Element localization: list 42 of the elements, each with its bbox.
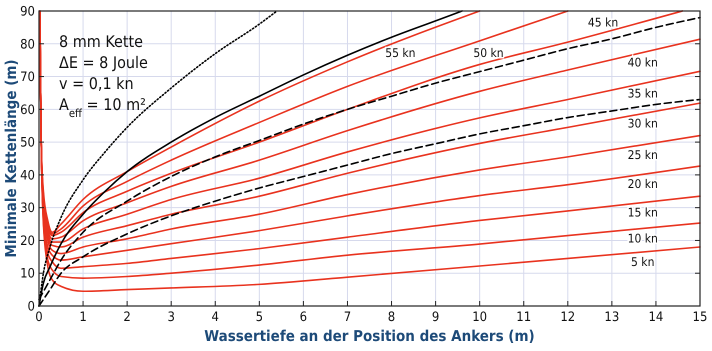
x-tick-label: 5 <box>256 310 264 325</box>
series-label: 25 kn <box>628 148 658 162</box>
x-tick-label: 4 <box>212 310 219 325</box>
y-tick-label: 50 <box>20 136 35 151</box>
x-tick-label: 13 <box>604 310 620 325</box>
y-tick-label: 0 <box>28 300 35 314</box>
annotation: v = 0,1 kn <box>59 74 134 93</box>
series-label: 45 kn <box>588 16 618 30</box>
series-label: 35 kn <box>628 86 658 101</box>
series-label: 15 kn <box>628 206 658 220</box>
x-axis-title: Wassertiefe an der Position des Ankers (m) <box>204 327 535 345</box>
x-tick-label: 1 <box>79 310 87 325</box>
x-tick-label: 8 <box>388 310 396 325</box>
annotation: A$_{eff}$ = 10 m² <box>59 95 146 120</box>
series-label: 5 kn <box>631 254 654 269</box>
x-tick-label: 7 <box>344 310 352 325</box>
x-tick-label: 11 <box>516 310 532 325</box>
y-tick-label: 60 <box>20 102 35 118</box>
annotation: ΔE = 8 Joule <box>59 53 148 72</box>
x-tick-label: 2 <box>123 310 131 325</box>
y-tick-label: 80 <box>20 37 35 52</box>
annotation: 8 mm Kette <box>59 32 144 51</box>
series-label: 50 kn <box>473 46 504 60</box>
series-label: 10 kn <box>628 231 658 246</box>
series-label: 30 kn <box>628 116 658 131</box>
y-tick-label: 10 <box>20 266 35 282</box>
x-tick-label: 6 <box>300 310 308 325</box>
series-label: 40 kn <box>628 56 658 70</box>
x-tick-label: 3 <box>167 310 175 325</box>
series-label: 55 kn <box>385 46 416 60</box>
y-tick-label: 20 <box>20 234 35 249</box>
series-label: 20 kn <box>628 177 658 192</box>
x-tick-label: 9 <box>432 310 440 325</box>
y-tick-label: 40 <box>20 168 35 184</box>
y-tick-label: 30 <box>20 201 35 216</box>
x-tick-label: 15 <box>692 310 708 325</box>
y-tick-label: 90 <box>20 4 35 20</box>
y-axis-title: Minimale Kettenlänge (m) <box>2 59 20 258</box>
x-tick-label: 12 <box>560 310 576 325</box>
x-tick-label: 10 <box>472 310 488 325</box>
y-tick-label: 70 <box>20 70 35 86</box>
x-tick-label: 14 <box>648 310 664 325</box>
